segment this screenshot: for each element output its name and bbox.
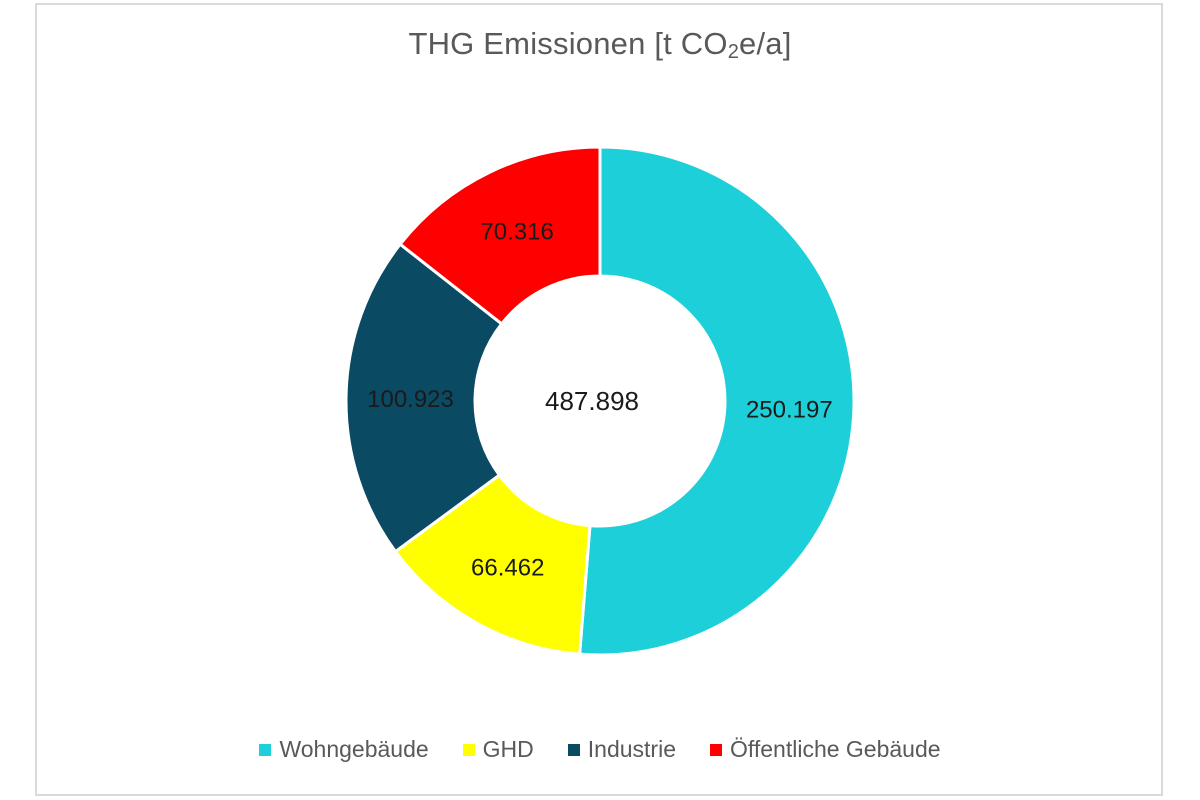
legend-swatch-icon [259, 743, 272, 756]
legend-swatch-icon [710, 743, 722, 756]
slice-industrie [344, 242, 504, 554]
legend-item-ghd: GHD [462, 736, 534, 763]
donut-labels: 250.197 66.462 100.923 70.316 [367, 219, 833, 582]
legend-label: Industrie [587, 736, 676, 762]
donut-slices [344, 145, 856, 657]
chart-title-tail: e/a] [739, 26, 792, 61]
chart-legend: Wohngebäude GHD Industrie Öffentliche Gebäu… [0, 736, 1200, 763]
legend-swatch-icon [567, 743, 580, 756]
legend-item-wohngebaeude: Wohngebäude [259, 736, 429, 763]
legend-item-oeffentliche-gebaeude: Öffentliche Gebäude [710, 736, 941, 763]
chart-frame [35, 3, 1163, 796]
legend-item-industrie: Industrie [567, 736, 676, 763]
slice-oeffentliche-gebaeude [398, 145, 602, 326]
data-label-oeffentliche-gebaeude: 70.316 [480, 219, 553, 246]
chart-title-subscript: 2 [727, 41, 740, 63]
legend-label: GHD [482, 736, 534, 762]
legend-label: Öffentliche Gebäude [730, 736, 941, 762]
slice-wohngebaeude [577, 145, 856, 657]
legend-label: Wohngebäude [279, 736, 429, 762]
data-label-ghd: 66.462 [471, 555, 544, 582]
data-label-wohngebaeude: 250.197 [746, 397, 833, 424]
legend-swatch-icon [462, 743, 475, 756]
chart-title-text: THG Emissionen [t CO [408, 26, 728, 61]
chart-title: THG Emissionen [t CO2e/a] [0, 26, 1200, 64]
slice-ghd [393, 472, 592, 656]
data-label-industrie: 100.923 [367, 386, 454, 413]
donut-center-total: 487.898 [545, 386, 639, 416]
